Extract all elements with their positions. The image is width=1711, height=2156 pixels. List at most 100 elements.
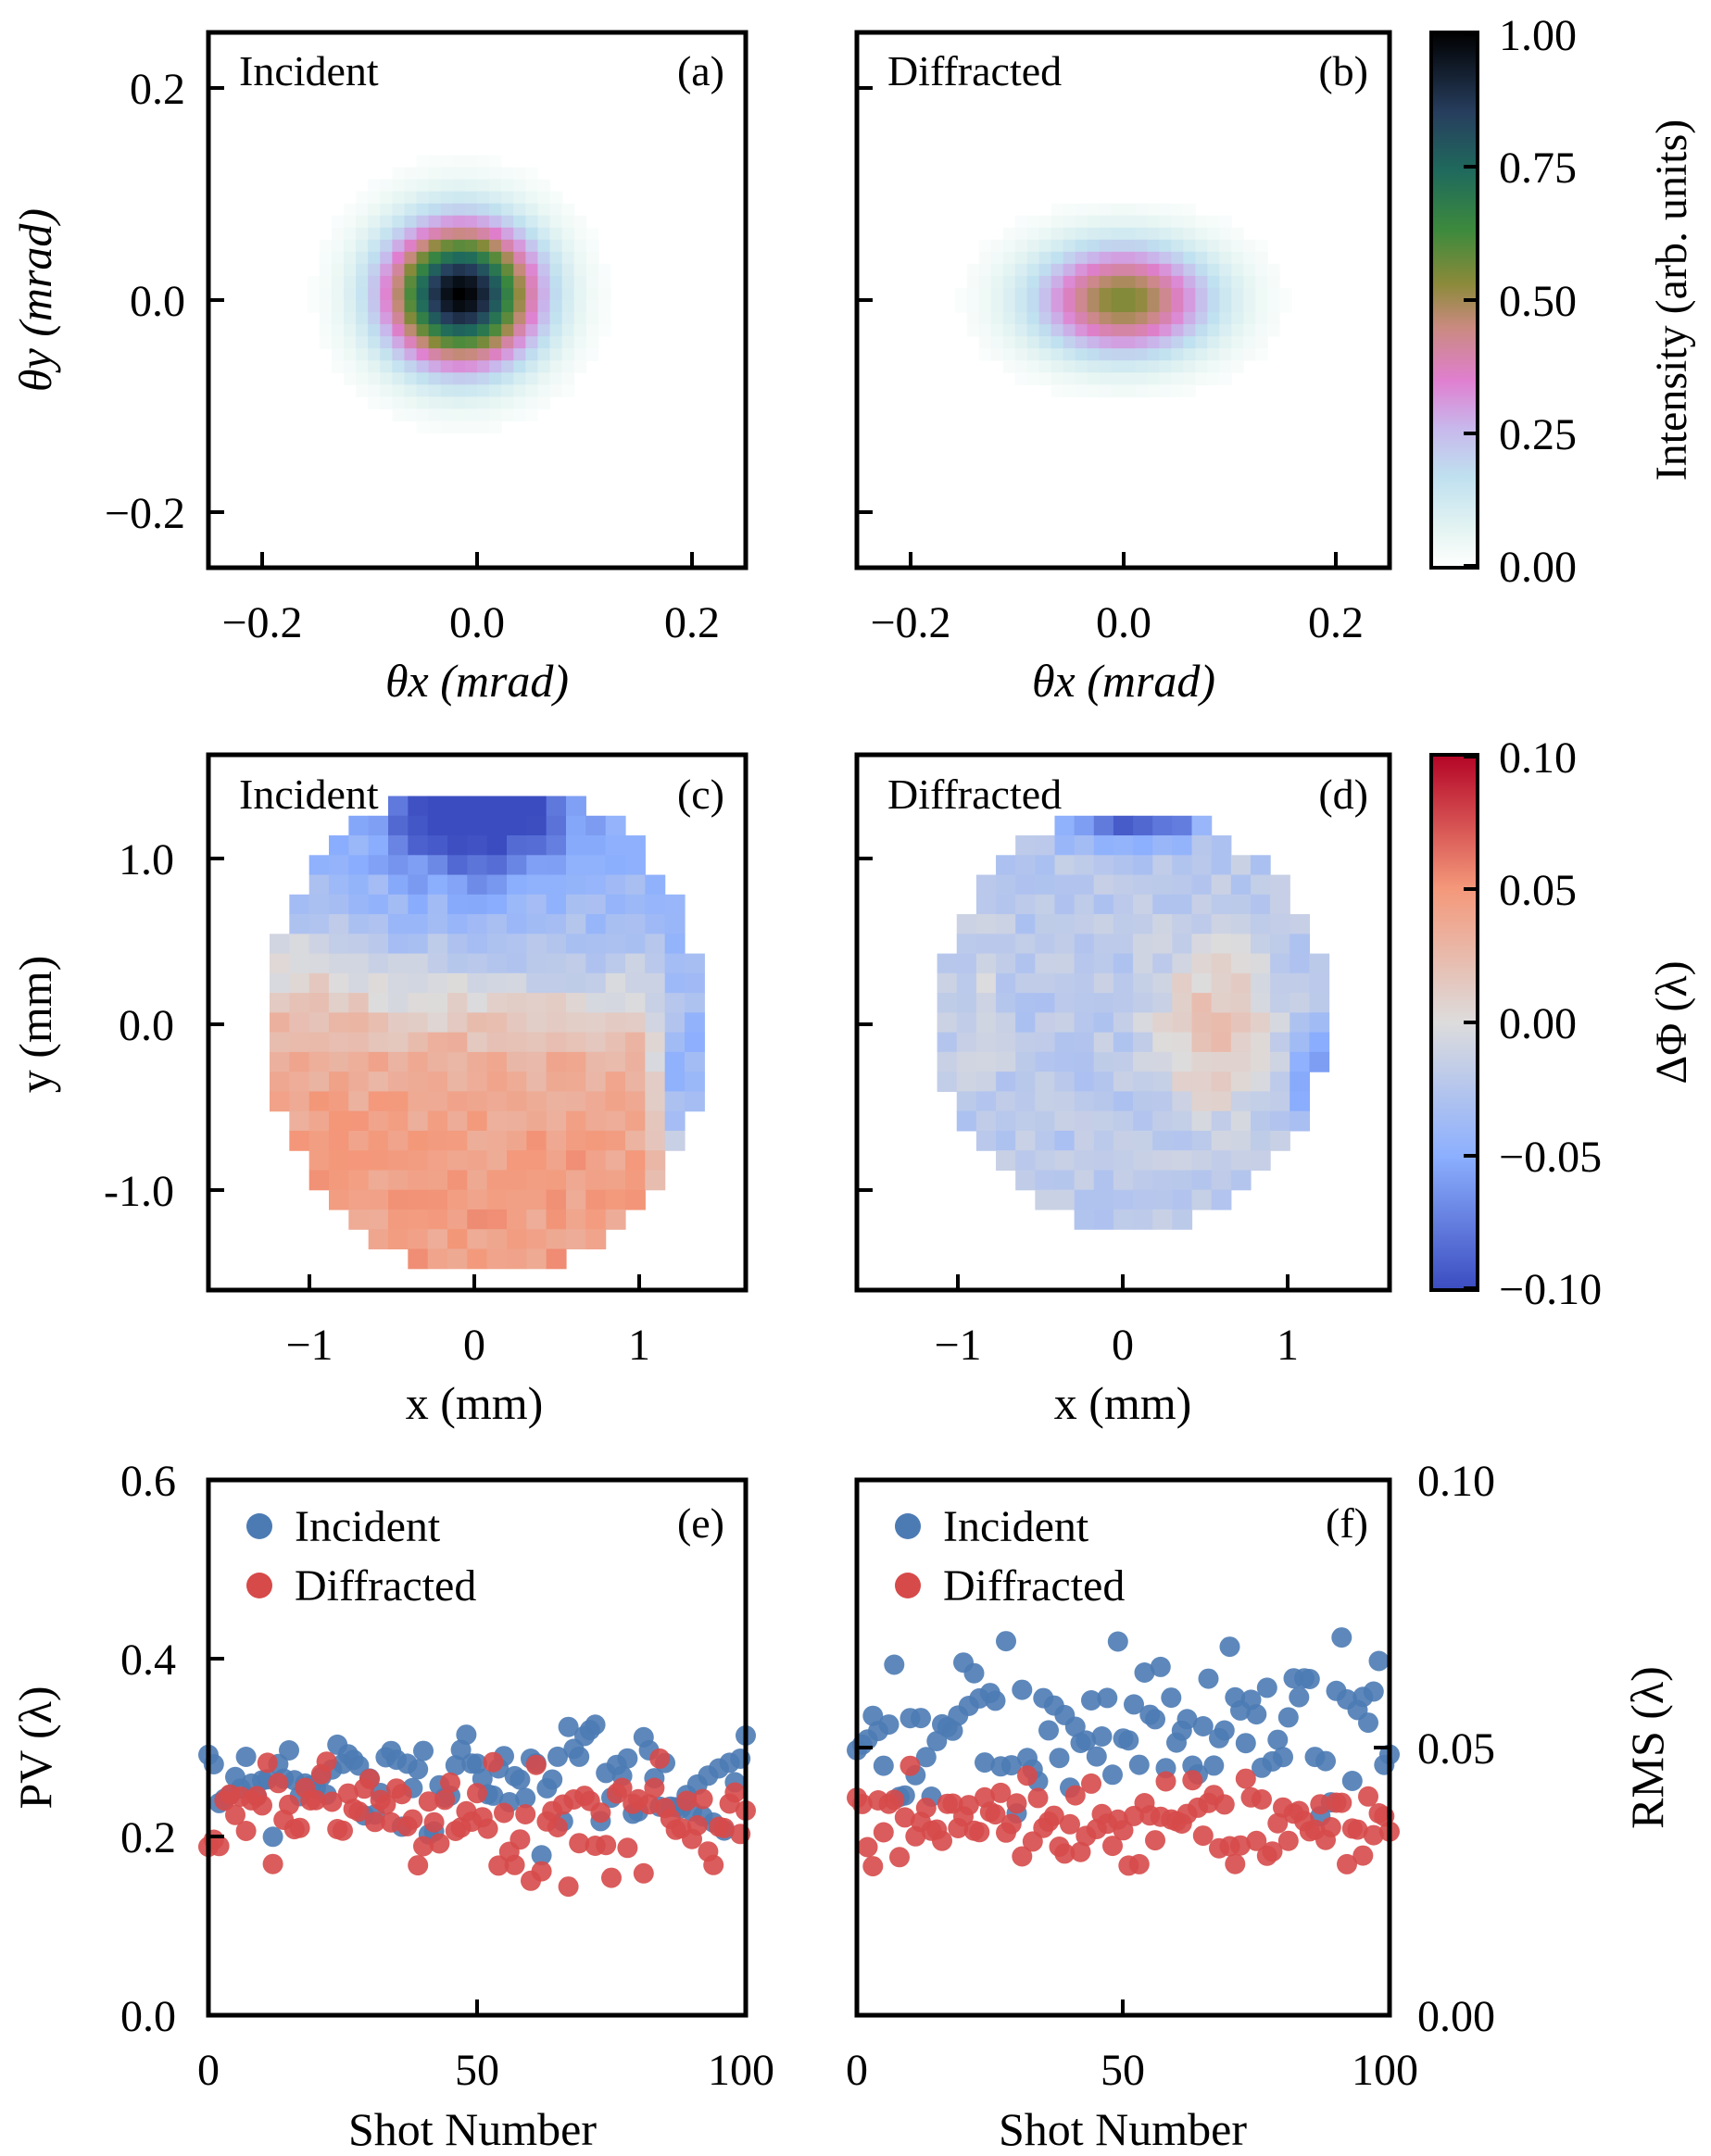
phase-cell <box>996 855 1016 876</box>
heatmap-cell <box>380 287 393 301</box>
phase-cell <box>507 1229 527 1250</box>
phase-cell <box>348 1012 370 1034</box>
point-incident <box>1273 1747 1293 1768</box>
phase-cell <box>329 1091 349 1112</box>
phase-cell <box>427 972 448 994</box>
point-incident <box>1150 1656 1171 1677</box>
heatmap-cell <box>1038 336 1052 349</box>
phase-cell <box>467 1248 488 1270</box>
phase-cell <box>937 1051 958 1072</box>
phase-cell <box>427 1229 448 1250</box>
heatmap-cell <box>452 372 466 385</box>
phase-cell <box>507 934 527 955</box>
heatmap-cell <box>1014 336 1028 349</box>
point-incident <box>1134 1662 1155 1683</box>
phase-cell <box>996 934 1016 955</box>
heatmap-cell <box>1147 300 1161 313</box>
phase-cell <box>1172 993 1193 1013</box>
heatmap-cell <box>525 191 539 205</box>
heatmap-cell <box>1099 287 1113 301</box>
phase-cell <box>1230 914 1252 934</box>
phase-cell <box>1035 1032 1056 1053</box>
phase-cell <box>1074 993 1095 1013</box>
phase-cell <box>388 815 409 836</box>
phase-cell <box>447 874 468 896</box>
phase-cell <box>1172 1091 1193 1112</box>
heatmap-cell <box>1207 372 1220 385</box>
heatmap-cell <box>1147 360 1161 373</box>
point-diffracted <box>1060 1813 1080 1835</box>
heatmap-cell <box>392 179 406 193</box>
heatmap-cell <box>1243 251 1256 265</box>
heatmap-cell <box>501 312 514 325</box>
heatmap-cell <box>501 167 514 181</box>
phase-cell <box>546 1072 567 1093</box>
phase-cell <box>486 934 508 955</box>
phase-cell <box>1074 972 1095 994</box>
point-incident <box>1358 1712 1378 1734</box>
phase-map-d-cells <box>937 815 1330 1230</box>
panel-d-xtick: 0 <box>1112 1321 1134 1370</box>
phase-cell <box>368 1170 389 1191</box>
heatmap-cell <box>392 203 406 217</box>
heatmap-cell <box>1267 312 1280 325</box>
heatmap-cell <box>1243 275 1256 289</box>
heatmap-cell <box>501 227 514 241</box>
heatmap-cell <box>356 263 369 277</box>
heatmap-cell <box>464 396 478 410</box>
point-diffracted <box>1006 1793 1027 1814</box>
phase-cell <box>566 934 586 955</box>
heatmap-cell <box>1279 300 1292 313</box>
phase-cell <box>1309 1012 1330 1034</box>
heatmap-cell <box>990 263 1004 277</box>
phase-cell <box>1172 1072 1193 1093</box>
phase-cell <box>1035 914 1056 934</box>
phase-cell <box>1250 1150 1271 1172</box>
point-diffracted <box>1000 1813 1022 1835</box>
phase-cell <box>625 1150 646 1172</box>
colorbar-intensity-label: Intensity (arb. units) <box>1647 119 1696 482</box>
heatmap-cell <box>1147 324 1161 337</box>
phase-cell <box>1230 1051 1252 1072</box>
heatmap-cell <box>356 360 369 373</box>
heatmap-cell <box>1002 324 1016 337</box>
heatmap-cell <box>501 384 514 397</box>
phase-cell <box>526 1150 547 1172</box>
phase-cell <box>1230 1150 1252 1172</box>
phase-cell <box>1035 835 1056 856</box>
phase-cell <box>605 835 626 856</box>
heatmap-cell <box>416 336 430 349</box>
heatmap-cell <box>525 203 539 217</box>
heatmap-cell <box>368 384 381 397</box>
phase-cell <box>605 874 626 896</box>
point-incident <box>1331 1627 1352 1648</box>
phase-cell <box>348 934 370 955</box>
heatmap-cell <box>1063 203 1076 217</box>
point-diffracted <box>423 1811 445 1833</box>
phase-cell <box>566 1229 586 1250</box>
phase-cell <box>975 1091 997 1112</box>
heatmap-cell <box>404 360 418 373</box>
point-diffracted <box>1331 1792 1352 1813</box>
phase-cell <box>388 894 409 915</box>
heatmap-cell <box>990 251 1004 265</box>
heatmap-cell <box>537 227 551 241</box>
phase-cell <box>388 1032 409 1053</box>
heatmap-cell <box>1183 239 1196 253</box>
legend-marker-incident <box>246 1513 272 1539</box>
heatmap-cell <box>344 360 357 373</box>
point-incident <box>483 1785 504 1806</box>
heatmap-cell <box>1147 275 1161 289</box>
colorbar-intensity-tick: 0.25 <box>1499 410 1577 459</box>
panel-c-xlabel: x (mm) <box>406 1377 544 1429</box>
heatmap-cell <box>1099 239 1113 253</box>
point-diffracted <box>1347 1819 1368 1840</box>
phase-cell <box>1191 874 1213 896</box>
phase-cell <box>507 953 527 974</box>
heatmap-cell <box>1147 239 1161 253</box>
heatmap-cell <box>1075 275 1088 289</box>
phase-cell <box>1113 815 1134 836</box>
phase-cell <box>368 1209 389 1230</box>
heatmap-cell <box>1171 263 1184 277</box>
heatmap-cell <box>1159 300 1173 313</box>
